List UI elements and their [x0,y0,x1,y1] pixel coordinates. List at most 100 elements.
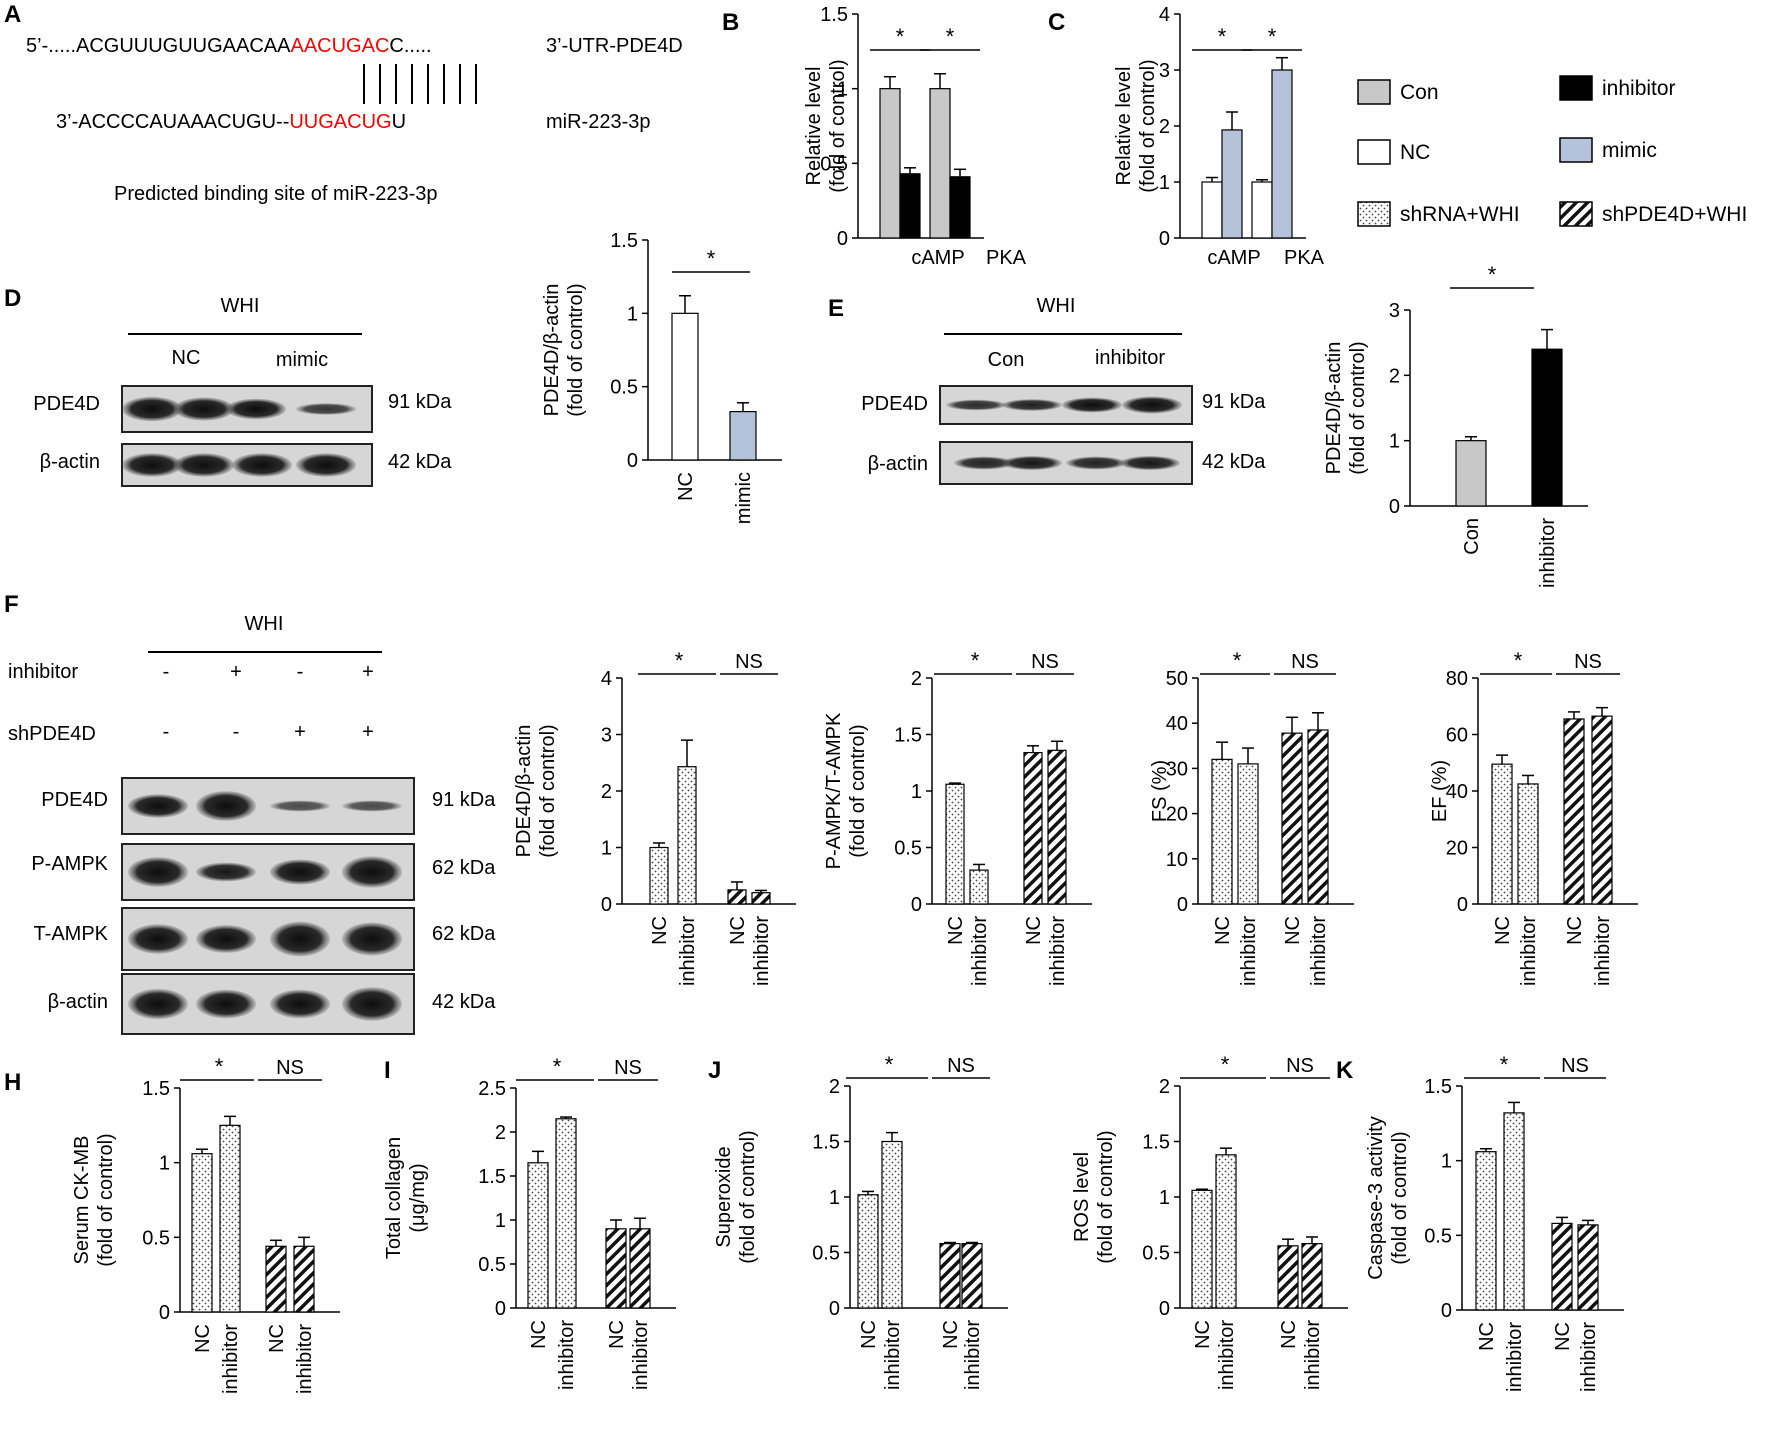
chart-d-ylabel-0: PDE4D/β-actin [541,284,563,417]
chart-h-ytick-label-0: 0 [159,1302,170,1324]
blot-f-pde4d-band-2 [196,791,256,821]
blot-f-size-pde4d: 91 kDa [432,789,496,811]
blot-f-tampk-band-2 [196,925,256,953]
blot-f-actin-band-1 [128,988,188,1020]
chart-j2-xtick-2: NC [1278,1320,1300,1349]
chart-i-xtick-1: inhibitor [556,1320,578,1390]
chart-f1-ylabel-0: PDE4D/β-actin [513,725,535,858]
chart-f1-sig-1: NS [735,651,763,673]
panel-letter-j: J [708,1057,721,1084]
blot-e-pde4d-band-3 [1062,397,1122,413]
chart-c-xtick-1: PKA [1284,247,1325,269]
western-blot-f: WHI inhibitor shPDE4D - + - + - - + + PD… [8,613,496,1035]
chart-b-ytick-label-0: 0 [837,228,848,250]
chart-f1-xtick-3: inhibitor [751,916,773,986]
chart-b-ytick-label-3: 1.5 [820,4,848,26]
panel-letter-d: D [4,285,21,312]
chart-d-xtick-1: mimic [733,472,755,524]
chart-j2-ytick-label-2: 1 [1159,1187,1170,1209]
blot-f-pde4d-band-1 [128,794,188,818]
chart-b-bar-1 [899,173,921,239]
chart-h-ylabel-0: Serum CK-MB [71,1136,93,1265]
chart-f3-xtick-2: NC [1282,916,1304,945]
chart-f3-ytick-label-1: 10 [1166,849,1188,871]
chart-d-bar-1 [729,411,757,461]
chart-f3-xtick-0: NC [1212,916,1234,945]
chart-d-ylabel-1: (fold of control) [565,283,587,416]
blot-d-col-nc: NC [172,347,201,369]
chart-h-xtick-0: NC [192,1324,214,1353]
chart-e-bar-1 [1531,348,1563,507]
chart-d-ytick-label-0: 0 [627,450,638,472]
chart-c-sig-1: * [1268,24,1277,49]
blot-f-group-label: WHI [245,613,284,635]
chart-b-sig-0: * [896,24,905,49]
chart-j1-ylabel-1: (fold of control) [737,1130,759,1263]
chart-e-ytick-label-3: 3 [1389,300,1400,322]
chart-j1-sig-1: NS [947,1055,975,1077]
chart-b-bar-2 [929,88,951,239]
chart-f4-ylabel-0: EF (%) [1429,760,1451,822]
chart-e-xtick-0: Con [1461,518,1483,555]
chart-f3-sig-0: * [1233,648,1242,673]
chart-b-xtick-0: cAMP [911,247,964,269]
chart-c-ytick-label-3: 3 [1159,60,1170,82]
chart-f2-ytick-label-0: 0 [911,894,922,916]
chart-f4-sig-1: NS [1574,651,1602,673]
legend-label-2: NC [1400,141,1430,164]
chart-i-bar-2 [605,1228,627,1309]
panel-letter-f: F [4,591,19,618]
blot-d-size-pde4d: 91 kDa [388,391,452,413]
chart-j1-xtick-1: inhibitor [882,1320,904,1390]
mir-sequence: 3’-ACCCCAUAAACUGU--UUGACUGU [56,111,406,133]
chart-f2-xtick-2: NC [1023,916,1045,945]
legend-label-5: shPDE4D+WHI [1602,203,1747,226]
chart-f1-xtick-1: inhibitor [677,916,699,986]
chart-i-xtick-0: NC [528,1320,550,1349]
chart-d-ytick-label-1: 0.5 [610,377,638,399]
blot-f-pde4d-band-3 [270,800,330,812]
chart-f1-ytick-label-2: 2 [601,781,612,803]
chart-e-bar-0 [1455,440,1487,507]
chart-c-bar-2 [1251,181,1273,239]
chart-f3-bar-3 [1307,729,1329,905]
chart-h-ytick-label-3: 1.5 [142,1078,170,1100]
blot-f-row-label-pde4d: PDE4D [41,789,108,811]
chart-b-ytick-label-1: 0.5 [820,153,848,175]
chart-f1-bar-3 [751,892,771,905]
blot-e-actin-band-4 [1120,455,1180,471]
chart-k-bar-1 [1503,1112,1525,1311]
chart-f3-bar-1 [1237,763,1259,905]
chart-h-ytick-label-1: 0.5 [142,1227,170,1249]
blot-f-condition-shpde4d: shPDE4D [8,723,96,745]
chart-f3-ytick-label-2: 20 [1166,804,1188,826]
mir-seq-prefix: 3’-ACCCCAUAAACUGU-- [56,111,289,133]
blot-d-actin-band-2 [174,453,234,477]
chart-j1-bar-1 [881,1140,903,1309]
chart-f1-ylabel-1: (fold of control) [537,724,559,857]
chart-d-bar-0 [671,312,699,461]
chart-i-ylabel-0: Total collagen [383,1137,405,1259]
chart-d-ytick-label-3: 1.5 [610,230,638,252]
blot-f-size-tampk: 62 kDa [432,923,496,945]
chart-j1-ylabel-0: Superoxide [713,1146,735,1247]
blot-d-pde4d-band-3 [226,398,286,420]
chart-f3-ytick-label-0: 0 [1177,894,1188,916]
chart-j1-sig-0: * [885,1052,894,1077]
chart-d-sig-0: * [707,246,716,271]
chart-f3-ylabel-0: FS (%) [1149,760,1171,822]
panel-letter-h: H [4,1069,21,1096]
chart-j1-ytick-label-1: 0.5 [812,1243,840,1265]
chart-j1-bar-3 [961,1243,983,1309]
chart-f2-ylabel-1: (fold of control) [847,724,869,857]
chart-c-ytick-label-2: 2 [1159,116,1170,138]
legend-swatch-1 [1559,75,1593,101]
chart-c-sig-0: * [1218,24,1227,49]
chart-f1-ytick-label-4: 4 [601,668,612,690]
blot-e-pde4d-band-4 [1122,396,1182,414]
chart-f3-xtick-1: inhibitor [1238,916,1260,986]
chart-i-xtick-2: NC [606,1320,628,1349]
